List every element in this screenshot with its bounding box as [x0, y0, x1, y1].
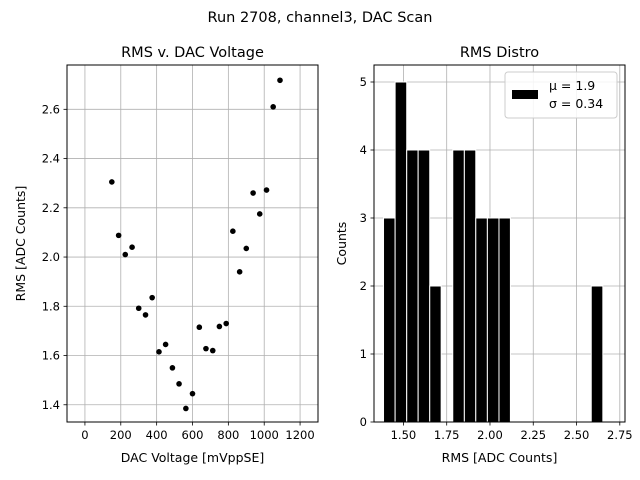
scatter-point — [223, 320, 230, 327]
histogram-bar — [394, 81, 408, 423]
scatter-point — [162, 341, 169, 348]
histogram-bar — [417, 149, 431, 423]
scatter-x-tick-label: 0 — [81, 428, 88, 442]
scatter-x-tick-label: 400 — [146, 428, 168, 442]
histogram-y-tick-label: 5 — [360, 75, 367, 89]
scatter-point — [209, 347, 216, 354]
scatter-y-axis-label: RMS [ADC Counts] — [13, 186, 28, 302]
scatter-y-tick-label: 1.4 — [42, 398, 60, 412]
scatter-point — [250, 190, 256, 196]
histogram-bar — [498, 217, 511, 423]
legend-swatch — [512, 90, 538, 99]
histogram-bar — [406, 149, 419, 423]
scatter-x-tick-label: 200 — [110, 428, 132, 442]
scatter-point — [135, 305, 142, 312]
scatter-point — [243, 245, 250, 252]
histogram-bar — [463, 149, 477, 423]
scatter-point — [169, 365, 176, 371]
scatter-y-tick-label: 2.4 — [42, 152, 60, 166]
scatter-x-tick-label: 1200 — [285, 428, 314, 442]
scatter-y-tick-label: 1.8 — [42, 299, 60, 313]
histogram-bar — [590, 285, 604, 423]
scatter-point — [176, 381, 182, 387]
histogram-x-tick-label: 1.50 — [391, 428, 417, 442]
scatter-panel: 0 200 400 600 800 1000 1200 1.4 1.6 1.8 2.0 2.2 2.4… — [13, 45, 319, 465]
scatter-y-tick-label: 2.2 — [42, 201, 60, 215]
histogram-axes-frame — [373, 64, 626, 423]
histogram-x-tick-label: 2.25 — [520, 428, 546, 442]
scatter-y-ticks: 1.4 1.6 1.8 2.0 2.2 2.4 2.6 — [42, 102, 67, 412]
scatter-x-tick-label: 600 — [182, 428, 204, 442]
scatter-point — [203, 345, 209, 352]
histogram-y-tick-label: 0 — [360, 415, 367, 429]
scatter-x-axis-label: DAC Voltage [mVppSE] — [121, 450, 264, 465]
histogram-bar — [486, 217, 500, 423]
scatter-y-tick-label: 2.6 — [42, 102, 60, 116]
scatter-point — [230, 228, 236, 234]
histogram-y-ticks: 0 1 2 3 4 5 — [360, 75, 374, 429]
histogram-legend: μ = 1.9 σ = 0.34 — [504, 71, 618, 119]
scatter-point — [149, 294, 155, 301]
legend-sigma-label: σ = 0.34 — [549, 96, 603, 111]
histogram-y-tick-label: 3 — [360, 211, 367, 225]
histogram-bar — [452, 149, 465, 423]
scatter-point — [216, 323, 223, 330]
scatter-title: RMS v. DAC Voltage — [121, 45, 264, 61]
scatter-points — [109, 77, 283, 412]
scatter-point — [189, 390, 196, 397]
scatter-point — [129, 244, 135, 250]
histogram-panel: 1.50 1.75 2.00 2.25 2.50 2.75 0 1 2 3 4 5 RMS Dist… — [334, 45, 633, 465]
histogram-title: RMS Distro — [460, 45, 539, 61]
histogram-x-axis-label: RMS [ADC Counts] — [442, 450, 558, 465]
histogram-x-tick-label: 2.75 — [607, 428, 633, 442]
scatter-y-tick-label: 2.0 — [42, 250, 60, 264]
scatter-x-tick-label: 1000 — [250, 428, 279, 442]
scatter-point — [263, 187, 270, 193]
histogram-y-axis-label: Counts — [334, 222, 349, 266]
scatter-point — [256, 211, 263, 217]
histogram-y-tick-label: 4 — [360, 143, 367, 157]
legend-mu-label: μ = 1.9 — [549, 78, 595, 93]
scatter-point — [109, 179, 115, 185]
scatter-point — [142, 312, 149, 318]
histogram-bar — [429, 285, 442, 423]
scatter-point — [277, 77, 283, 84]
legend-box — [504, 71, 618, 119]
histogram-x-tick-label: 2.50 — [564, 428, 590, 442]
scatter-point — [122, 251, 129, 258]
scatter-point — [156, 349, 162, 355]
scatter-x-ticks: 0 200 400 600 800 1000 1200 — [81, 422, 315, 442]
scatter-point — [183, 405, 189, 412]
histogram-y-tick-label: 2 — [360, 279, 367, 293]
figure-suptitle: Run 2708, channel3, DAC Scan — [208, 10, 433, 26]
histogram-x-ticks: 1.50 1.75 2.00 2.25 2.50 2.75 — [391, 422, 633, 442]
histogram-x-tick-label: 2.00 — [477, 428, 503, 442]
scatter-y-tick-label: 1.6 — [42, 349, 60, 363]
scatter-point — [270, 104, 276, 110]
histogram-x-tick-label: 1.75 — [434, 428, 460, 442]
scatter-grid — [67, 65, 318, 422]
histogram-bars — [383, 81, 604, 423]
scatter-point — [196, 324, 203, 331]
scatter-point — [236, 269, 243, 275]
histogram-bar — [475, 217, 488, 423]
histogram-y-tick-label: 1 — [360, 347, 367, 361]
scatter-x-tick-label: 800 — [217, 428, 239, 442]
scatter-point — [115, 232, 122, 239]
histogram-bar — [383, 217, 396, 423]
